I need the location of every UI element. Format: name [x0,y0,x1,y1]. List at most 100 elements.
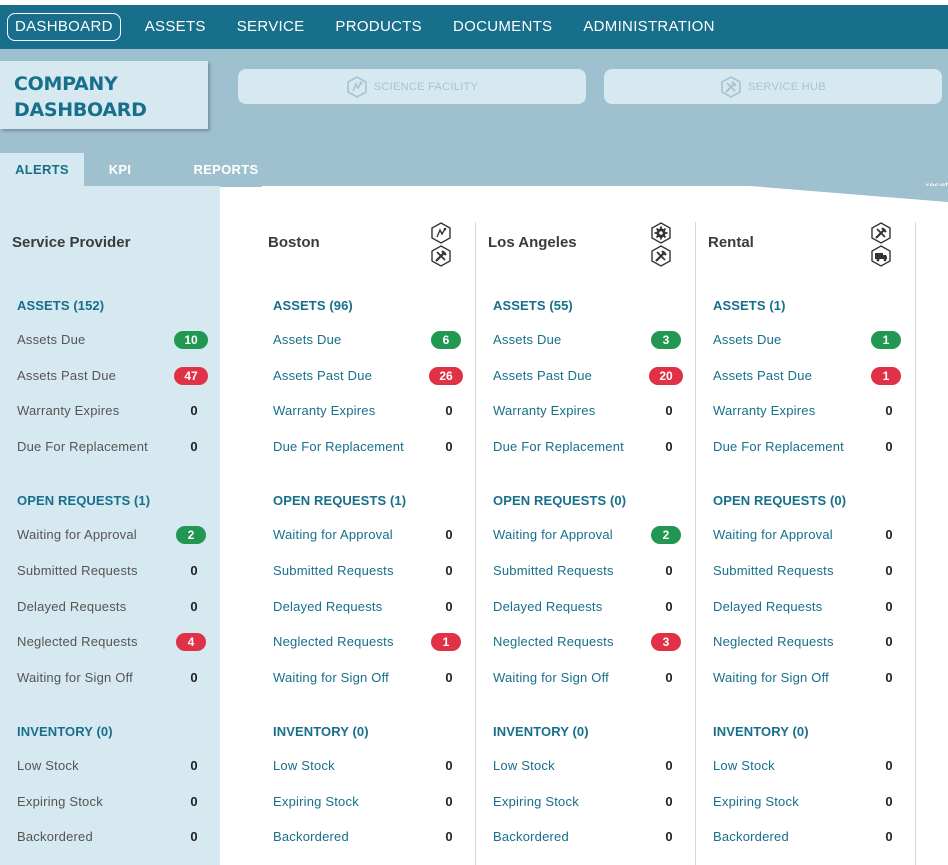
tab-reports-label: REPORTS [193,162,259,177]
section-heading[interactable]: OPEN REQUESTS (1) [17,493,151,508]
alert-row-label[interactable]: Assets Due [273,332,342,347]
alert-row-label[interactable]: Due For Replacement [17,439,148,454]
alert-row-label[interactable]: Warranty Expires [713,403,816,418]
alert-row-label[interactable]: Due For Replacement [713,439,844,454]
alert-row-label[interactable]: Low Stock [493,758,555,773]
section-heading[interactable]: ASSETS (1) [713,298,786,313]
nav-products[interactable]: PRODUCTS [335,18,422,35]
alert-row-label[interactable]: Assets Past Due [273,368,373,383]
alert-count-badge[interactable]: 47 [174,367,208,385]
alert-row-label[interactable]: Submitted Requests [273,563,394,578]
section-heading[interactable]: OPEN REQUESTS (0) [713,493,847,508]
alert-count-badge[interactable]: 2 [176,526,206,544]
alert-count-badge[interactable]: 10 [174,331,208,349]
alert-row-label[interactable]: Submitted Requests [713,563,834,578]
section-heading[interactable]: OPEN REQUESTS (1) [273,493,407,508]
alert-row-label[interactable]: Due For Replacement [493,439,624,454]
alert-row-label[interactable]: Waiting for Approval [713,527,833,542]
alert-count-badge[interactable]: 4 [176,633,206,651]
alert-row-label[interactable]: Backordered [493,829,569,844]
hammer-wrench-icon [650,245,672,267]
alert-count: 0 [445,563,453,578]
section-heading[interactable]: ASSETS (96) [273,298,353,313]
alert-count: 0 [665,670,673,685]
alert-row-label[interactable]: Delayed Requests [273,599,383,614]
alert-count: 0 [665,439,673,454]
alert-count-badge[interactable]: 1 [871,331,901,349]
top-strip [0,0,948,5]
alert-row-label[interactable]: Warranty Expires [493,403,596,418]
alert-count: 0 [885,794,893,809]
alert-row-label[interactable]: Delayed Requests [713,599,823,614]
location-title: Boston [268,234,320,251]
nav-assets[interactable]: ASSETS [144,18,206,35]
alert-count: 0 [665,599,673,614]
alert-row-label[interactable]: Backordered [273,829,349,844]
alert-row-label[interactable]: Expiring Stock [713,794,799,809]
alert-row-label[interactable]: Assets Past Due [493,368,593,383]
alert-row-label[interactable]: Neglected Requests [17,634,138,649]
alert-row-label[interactable]: Warranty Expires [17,403,120,418]
nav-dashboard[interactable]: DASHBOARD [7,13,121,41]
alert-row-label[interactable]: Waiting for Sign Off [713,670,829,685]
facility-service-hub-button[interactable]: SERVICE HUB [604,69,942,104]
alert-row-label[interactable]: Low Stock [17,758,79,773]
alert-row-label[interactable]: Low Stock [713,758,775,773]
alert-count: 0 [885,634,893,649]
alert-row-label[interactable]: Assets Due [17,332,86,347]
alert-row-label[interactable]: Waiting for Sign Off [493,670,609,685]
alert-count: 0 [665,829,673,844]
facility-science-button[interactable]: SCIENCE FACILITY [238,69,586,104]
alert-count-badge[interactable]: 20 [649,367,683,385]
section-heading[interactable]: INVENTORY (0) [17,724,113,739]
section-heading[interactable]: INVENTORY (0) [713,724,809,739]
alert-count: 0 [885,527,893,542]
alert-count-badge[interactable]: 1 [871,367,901,385]
alert-row-label[interactable]: Neglected Requests [273,634,394,649]
nav-documents[interactable]: DOCUMENTS [452,18,553,35]
alert-count: 0 [885,670,893,685]
alert-row-label[interactable]: Expiring Stock [493,794,579,809]
alert-row-label[interactable]: Neglected Requests [493,634,614,649]
alert-count: 0 [190,829,198,844]
alert-row-label[interactable]: Submitted Requests [493,563,614,578]
tab-alerts[interactable]: ALERTS [0,153,84,187]
alert-row-label[interactable]: Submitted Requests [17,563,138,578]
section-heading[interactable]: INVENTORY (0) [493,724,589,739]
alert-row-label[interactable]: Delayed Requests [17,599,127,614]
alert-row-label[interactable]: Waiting for Approval [273,527,393,542]
alert-row-label[interactable]: Waiting for Sign Off [273,670,389,685]
alert-row-label[interactable]: Assets Past Due [713,368,813,383]
alert-count-badge[interactable]: 3 [651,331,681,349]
alert-row-label[interactable]: Warranty Expires [273,403,376,418]
section-heading[interactable]: OPEN REQUESTS (0) [493,493,627,508]
alert-count-badge[interactable]: 6 [431,331,461,349]
alert-row-label[interactable]: Delayed Requests [493,599,603,614]
alert-row-label[interactable]: Low Stock [273,758,335,773]
alert-row-label[interactable]: Waiting for Approval [17,527,137,542]
hammer-wrench-icon [720,75,742,98]
section-heading[interactable]: INVENTORY (0) [273,724,369,739]
alert-count: 0 [445,527,453,542]
alert-row-label[interactable]: Waiting for Sign Off [17,670,133,685]
alert-row-label[interactable]: Backordered [713,829,789,844]
alert-count-badge[interactable]: 26 [429,367,463,385]
alert-row-label[interactable]: Expiring Stock [273,794,359,809]
alert-count-badge[interactable]: 3 [651,633,681,651]
alert-row-label[interactable]: Neglected Requests [713,634,834,649]
alert-count-badge[interactable]: 2 [651,526,681,544]
nav-administration[interactable]: ADMINISTRATION [583,18,715,35]
alert-row-label[interactable]: Assets Due [493,332,562,347]
alert-row-label[interactable]: Assets Past Due [17,368,117,383]
alert-row-label[interactable]: Backordered [17,829,93,844]
alert-count-badge[interactable]: 1 [431,633,461,651]
nav-service[interactable]: SERVICE [236,18,305,35]
alert-row-label[interactable]: Expiring Stock [17,794,103,809]
alert-row-label[interactable]: Due For Replacement [273,439,404,454]
tab-kpi[interactable]: KPI [84,153,156,187]
alert-row-label[interactable]: Assets Due [713,332,782,347]
section-heading[interactable]: ASSETS (55) [493,298,573,313]
alert-row-label[interactable]: Waiting for Approval [493,527,613,542]
section-heading[interactable]: ASSETS (152) [17,298,105,313]
tab-reports[interactable]: REPORTS [150,153,262,187]
